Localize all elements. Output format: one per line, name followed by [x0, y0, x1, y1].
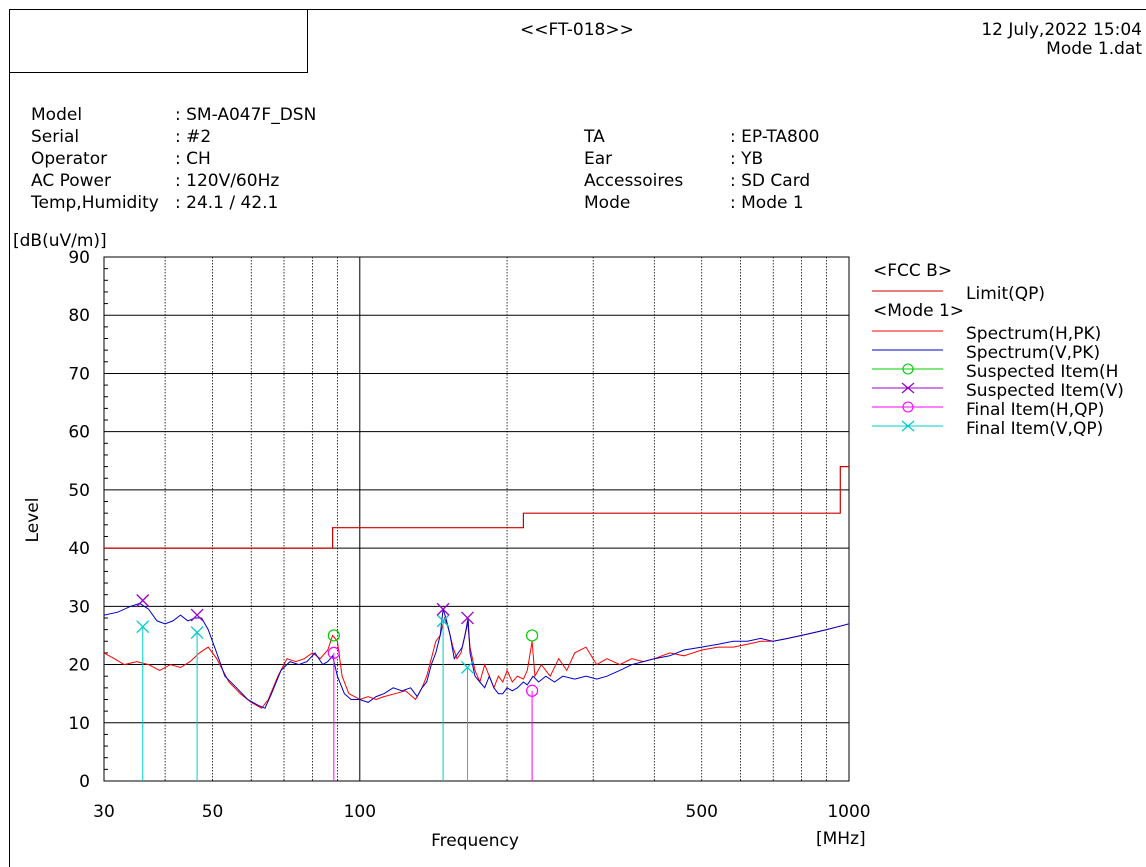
report-datetime: 12 July,2022 15:04 [981, 20, 1142, 40]
legend-cross-marker [901, 382, 915, 394]
info-value-temp-humidity: : 24.1 / 42.1 [175, 193, 279, 213]
legend-layer: <FCC B> Limit(QP)<Mode 1>Spectrum(H,PK)Sp… [872, 261, 1124, 439]
spectrum-v-pk-line [103, 602, 850, 709]
info-label-mode: Mode [584, 193, 631, 213]
legend-entry-label: Limit(QP) [966, 284, 1045, 304]
final-item-h-qp-marker [327, 646, 340, 660]
legend-entry-label: Spectrum(H,PK) [966, 324, 1101, 344]
info-label-ac-power: AC Power [31, 171, 112, 191]
y-tick-label: 30 [68, 597, 90, 617]
grid-layer [104, 257, 849, 781]
report-filename: Mode 1.dat [1046, 39, 1142, 59]
suspected-item-v-marker [461, 611, 474, 625]
y-tick-label: 50 [68, 481, 90, 501]
legend-entry-label: Spectrum(V,PK) [966, 343, 1100, 363]
y-tick-label: 90 [68, 248, 90, 268]
y-tick-label: 10 [68, 714, 90, 734]
info-label-ear: Ear [584, 149, 613, 169]
y-tick-label: 70 [68, 364, 90, 384]
info-value-ear: : YB [730, 149, 764, 169]
info-label: Model [31, 105, 83, 125]
legend-header: <Mode 1> [873, 301, 964, 321]
info-label-operator: Operator [31, 149, 108, 169]
suspected-item-h-marker [525, 629, 539, 642]
info-label-temp-humidity: Temp,Humidity [31, 193, 159, 213]
y-tick-label: 40 [68, 539, 90, 559]
legend-entry-label: Final Item(V,QP) [966, 419, 1103, 439]
limit-qp-line [104, 466, 849, 549]
axis-layer: 0 10 20 30 40 50 60 70 80 90 30 50 100 500 1000 [68, 248, 870, 822]
final-item-v-qp-marker [436, 614, 450, 628]
info-value-mode: : Mode 1 [730, 193, 804, 213]
y-tick-label: 80 [68, 306, 90, 326]
info-label-ta: TA [584, 127, 605, 147]
x-axis-label: Frequency [431, 831, 519, 851]
final-item-v-qp-marker [136, 620, 150, 634]
info-label-serial: Serial [31, 127, 80, 147]
logo-box [9, 9, 308, 73]
legend-circle-marker [902, 363, 914, 375]
legend-entry-label: Final Item(H,QP) [966, 400, 1104, 420]
info-value-serial: : #2 [175, 127, 212, 147]
x-tick-label: 30 [93, 802, 115, 822]
legend-entry-label: Suspected Item(H [966, 362, 1118, 382]
final-item-h-qp-marker [525, 684, 539, 697]
info-value-operator: : CH [175, 149, 211, 169]
legend-entry-label: Suspected Item(V) [966, 381, 1124, 401]
y-axis-label: Level [23, 498, 43, 543]
spectrum-h-pk-line [103, 616, 850, 709]
page-frame [9, 9, 1146, 867]
info-label-accessoires: Accessoires [584, 171, 684, 191]
x-axis-unit: [MHz] [816, 829, 866, 849]
legend-cross-marker [901, 420, 915, 432]
final-item-v-qp-marker [190, 626, 204, 639]
info-row-model: Model [31, 106, 82, 124]
y-axis-unit: [dB(uV/m)] [13, 231, 107, 251]
info-value-accessoires: : SD Card [730, 171, 811, 191]
report-id: <<FT-018>> [520, 20, 634, 40]
legend-header: <FCC B> [873, 261, 952, 281]
y-tick-label: 0 [79, 772, 90, 792]
y-tick-label: 60 [68, 423, 90, 443]
info-value-ta: : EP-TA800 [730, 127, 820, 147]
info-value-ac-power: : 120V/60Hz [175, 171, 280, 191]
x-tick-label: 500 [686, 802, 718, 822]
x-tick-label: 50 [202, 802, 224, 822]
legend-circle-marker [902, 401, 914, 413]
data-layer [103, 466, 850, 781]
y-tick-label: 20 [68, 656, 90, 676]
suspected-item-v-marker [436, 602, 450, 616]
suspected-item-v-marker [136, 594, 150, 607]
x-tick-label: 100 [344, 802, 376, 822]
plot-border [103, 256, 850, 782]
suspected-item-v-marker [190, 608, 204, 622]
x-tick-label: 1000 [827, 802, 870, 822]
final-item-v-qp-marker [461, 661, 474, 674]
suspected-item-h-marker [327, 629, 340, 642]
info-value-model: : SM-A047F_DSN [175, 105, 317, 125]
